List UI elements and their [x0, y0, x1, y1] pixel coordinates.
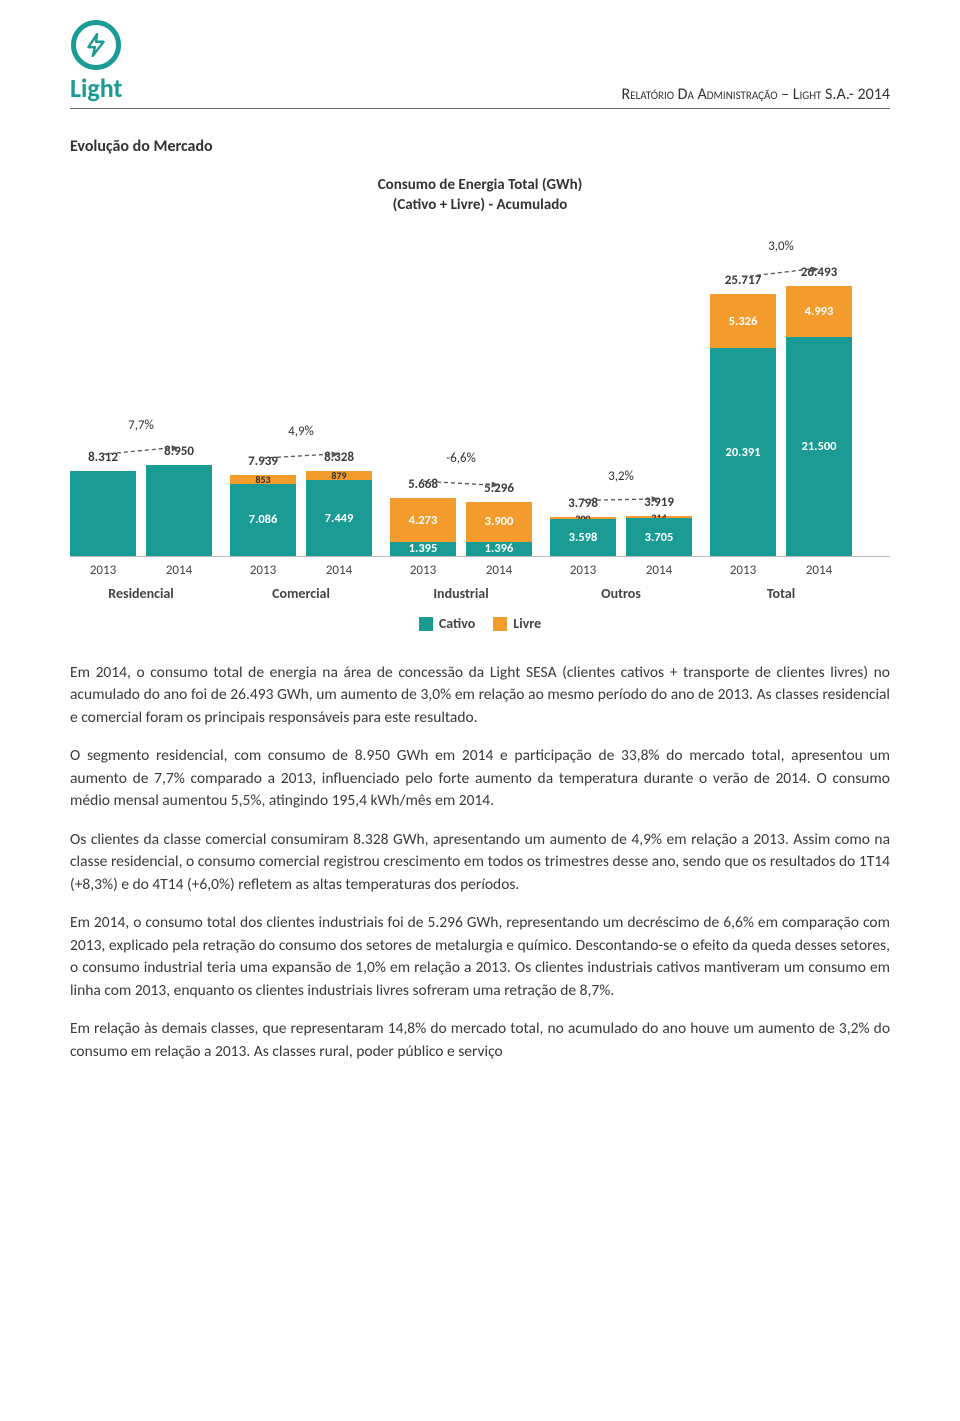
- x-axis-year: 2013: [230, 563, 296, 578]
- x-axis-category: Residencial: [70, 585, 212, 602]
- x-axis-year: 2014: [466, 563, 532, 578]
- legend-livre-swatch: [493, 617, 507, 631]
- bar-stack: 3.598200: [550, 517, 616, 556]
- header-title-caps: Relatório Da Administração – Light S.A.-: [622, 85, 854, 104]
- x-axis-year: 2014: [626, 563, 692, 578]
- body-paragraph: Em relação às demais classes, que repres…: [70, 1018, 890, 1063]
- bar-segment-cativo: 1.395: [390, 542, 456, 556]
- body-paragraph: Em 2014, o consumo total de energia na á…: [70, 662, 890, 729]
- legend-livre: Livre: [493, 615, 541, 632]
- pct-change-label: 4,9%: [247, 424, 356, 439]
- chart-bar: 26.49321.5004.993: [786, 286, 852, 556]
- bar-total-label: 26.493: [786, 265, 852, 280]
- x-axis-year: 2013: [710, 563, 776, 578]
- body-paragraph: O segmento residencial, com consumo de 8…: [70, 745, 890, 812]
- x-axis-category: Industrial: [390, 585, 532, 602]
- chart-bar: 8.312: [70, 471, 136, 556]
- chart-bar: 5.6681.3954.273: [390, 498, 456, 556]
- x-axis-year: 2014: [306, 563, 372, 578]
- pct-change-label: -6,6%: [407, 451, 516, 466]
- bolt-icon: [83, 32, 109, 58]
- bar-total-label: 3.919: [626, 495, 692, 510]
- chart-x-axis-years: 2013 2014 2013 2014 2013 2014 2013 2014 2013 2014: [70, 563, 890, 581]
- legend-cativo: Cativo: [419, 615, 475, 632]
- x-axis-category: Comercial: [230, 585, 372, 602]
- bar-segment-cativo: 21.500: [786, 337, 852, 556]
- bar-total-label: 5.668: [390, 477, 456, 492]
- x-axis-category: Total: [710, 585, 852, 602]
- bar-segment-cativo: [146, 465, 212, 556]
- x-axis-year: 2014: [146, 563, 212, 578]
- bar-segment-cativo: [70, 471, 136, 556]
- x-axis-category: Outros: [550, 585, 692, 602]
- pct-change-label: 7,7%: [87, 418, 196, 433]
- bar-segment-cativo: 1.396: [466, 542, 532, 556]
- chart-bar: 7.9397.086853: [230, 475, 296, 556]
- body-paragraph: Em 2014, o consumo total dos clientes in…: [70, 912, 890, 1002]
- body-paragraph: Os clientes da classe comercial consumir…: [70, 829, 890, 896]
- chart-title: Consumo de Energia Total (GWh) (Cativo +…: [70, 176, 890, 215]
- x-axis-year: 2013: [70, 563, 136, 578]
- energy-chart: Consumo de Energia Total (GWh) (Cativo +…: [70, 176, 890, 632]
- logo-icon: [71, 20, 121, 70]
- body-text: Em 2014, o consumo total de energia na á…: [70, 662, 890, 1063]
- bar-stack: [146, 465, 212, 556]
- chart-title-line1: Consumo de Energia Total (GWh): [378, 176, 583, 194]
- bar-stack: 1.3963.900: [466, 502, 532, 556]
- chart-bar: 25.71720.3915.326: [710, 294, 776, 556]
- header-title: Relatório Da Administração – Light S.A.-…: [622, 85, 890, 104]
- chart-legend: Cativo Livre: [70, 615, 890, 632]
- chart-bar: 5.2961.3963.900: [466, 502, 532, 556]
- pct-change-label: 3,2%: [567, 469, 676, 484]
- chart-x-axis-categories: Residencial Comercial Industrial Outros Tota…: [70, 585, 890, 605]
- section-title: Evolução do Mercado: [70, 137, 890, 156]
- bar-stack: [70, 471, 136, 556]
- bar-segment-livre: 4.993: [786, 286, 852, 337]
- bar-segment-livre: 853: [230, 475, 296, 484]
- logo: Light: [70, 20, 122, 104]
- logo-text: Light: [70, 72, 122, 104]
- legend-cativo-label: Cativo: [439, 615, 475, 632]
- bar-segment-cativo: 20.391: [710, 348, 776, 556]
- bar-total-label: 5.296: [466, 481, 532, 496]
- bar-segment-cativo: 7.449: [306, 480, 372, 556]
- bar-total-label: 7.939: [230, 454, 296, 469]
- chart-plot-area: 8.3128.9507,7%7.9397.0868538.3287.449879…: [70, 237, 890, 557]
- chart-bar: 3.7983.598200: [550, 517, 616, 556]
- bar-total-label: 25.717: [710, 273, 776, 288]
- bar-segment-livre: 879: [306, 471, 372, 480]
- page-header: Light Relatório Da Administração – Light…: [70, 20, 890, 109]
- pct-change-label: 3,0%: [727, 239, 836, 254]
- bar-segment-livre: 5.326: [710, 294, 776, 348]
- x-axis-year: 2013: [550, 563, 616, 578]
- bar-stack: 7.449879: [306, 471, 372, 556]
- bar-total-label: 8.950: [146, 444, 212, 459]
- bar-segment-cativo: 3.598: [550, 519, 616, 556]
- x-axis-year: 2013: [390, 563, 456, 578]
- chart-bar: 8.3287.449879: [306, 471, 372, 556]
- x-axis-year: 2014: [786, 563, 852, 578]
- bar-segment-cativo: 7.086: [230, 484, 296, 556]
- bar-segment-livre: 4.273: [390, 498, 456, 542]
- bar-stack: 1.3954.273: [390, 498, 456, 556]
- legend-livre-label: Livre: [513, 615, 541, 632]
- bar-stack: 20.3915.326: [710, 294, 776, 556]
- bar-stack: 21.5004.993: [786, 286, 852, 556]
- bar-total-label: 8.312: [70, 450, 136, 465]
- chart-bar: 8.950: [146, 465, 212, 556]
- legend-cativo-swatch: [419, 617, 433, 631]
- chart-title-line2: (Cativo + Livre) - Acumulado: [393, 196, 568, 214]
- bar-total-label: 8.328: [306, 450, 372, 465]
- bar-segment-cativo: 3.705: [626, 518, 692, 556]
- bar-stack: 7.086853: [230, 475, 296, 556]
- bar-stack: 3.705214: [626, 516, 692, 556]
- header-title-year: 2014: [854, 85, 890, 104]
- bar-segment-livre: 3.900: [466, 502, 532, 542]
- chart-bar: 3.9193.705214: [626, 516, 692, 556]
- bar-total-label: 3.798: [550, 496, 616, 511]
